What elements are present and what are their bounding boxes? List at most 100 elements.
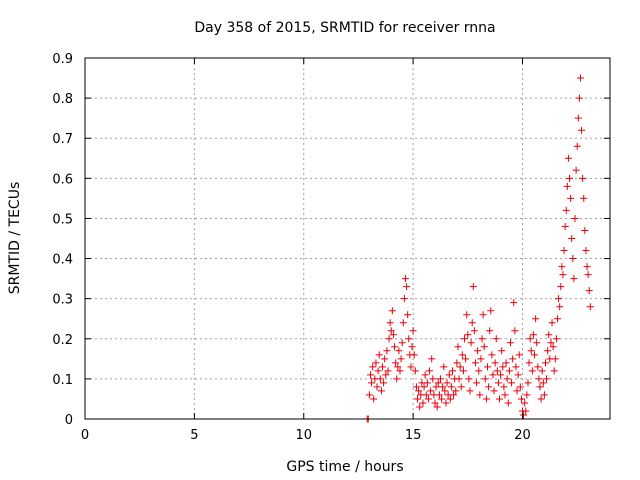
data-point xyxy=(432,383,440,391)
data-point xyxy=(574,114,582,122)
x-axis-label: GPS time / hours xyxy=(286,459,403,475)
data-point xyxy=(423,379,431,387)
data-point xyxy=(412,383,420,391)
data-point xyxy=(372,359,380,367)
data-point xyxy=(500,383,508,391)
data-point xyxy=(557,283,565,291)
data-point xyxy=(410,351,418,359)
data-point xyxy=(499,363,507,371)
data-point xyxy=(509,355,517,363)
data-point xyxy=(439,383,447,391)
data-point xyxy=(375,351,383,359)
y-tick-label: 0 xyxy=(65,413,73,428)
data-point xyxy=(465,375,473,383)
data-point xyxy=(552,335,560,343)
data-point xyxy=(572,166,580,174)
data-point xyxy=(585,287,593,295)
data-point xyxy=(487,307,495,315)
data-point xyxy=(446,395,454,403)
data-point xyxy=(549,343,557,351)
data-point xyxy=(379,363,386,371)
data-point xyxy=(391,343,399,351)
data-point xyxy=(555,295,563,303)
y-tick-label: 0.6 xyxy=(52,172,73,187)
data-point xyxy=(366,371,374,379)
data-point xyxy=(538,367,546,375)
data-point xyxy=(541,359,549,367)
data-point xyxy=(398,339,406,347)
data-point xyxy=(411,367,419,375)
y-tick-labels: 0 0.1 0.2 0.3 0.4 0.5 0.6 0.7 0.8 0.9 xyxy=(52,52,73,428)
data-point xyxy=(520,411,528,419)
data-point xyxy=(414,395,421,403)
grid-lines xyxy=(85,58,610,419)
data-point xyxy=(521,399,529,407)
data-point xyxy=(579,174,587,182)
data-point xyxy=(382,371,390,379)
data-point xyxy=(394,363,402,371)
data-point xyxy=(569,255,577,263)
data-point xyxy=(441,387,449,395)
data-point xyxy=(547,339,555,347)
data-point xyxy=(527,347,535,355)
data-point xyxy=(510,299,518,307)
data-point xyxy=(563,182,571,190)
data-point xyxy=(476,391,484,399)
data-point xyxy=(426,367,434,375)
data-point xyxy=(458,351,466,359)
data-point xyxy=(561,222,569,230)
data-point xyxy=(436,375,444,383)
data-point xyxy=(488,351,496,359)
data-point xyxy=(564,154,572,162)
data-point xyxy=(531,351,539,359)
data-point xyxy=(443,379,451,387)
data-point xyxy=(385,335,393,343)
data-point xyxy=(473,379,481,387)
data-point xyxy=(388,307,396,315)
data-point xyxy=(532,315,540,323)
data-point xyxy=(515,351,523,359)
data-point xyxy=(438,395,446,403)
data-point xyxy=(369,363,377,371)
data-point xyxy=(447,383,455,391)
data-point xyxy=(459,367,467,375)
data-point xyxy=(384,367,392,375)
data-point xyxy=(455,375,463,383)
data-point xyxy=(457,383,465,391)
data-point xyxy=(540,391,548,399)
data-point xyxy=(494,379,502,387)
data-point xyxy=(429,375,437,383)
data-point xyxy=(467,339,475,347)
data-point xyxy=(485,383,493,391)
data-point xyxy=(503,375,511,383)
data-point xyxy=(551,355,559,363)
data-point xyxy=(513,387,521,395)
x-tick-label: 10 xyxy=(295,428,312,443)
data-point xyxy=(386,319,394,327)
data-points xyxy=(363,74,594,423)
data-point xyxy=(481,375,489,383)
data-point xyxy=(373,383,381,391)
data-point xyxy=(392,359,400,367)
data-point xyxy=(526,335,534,343)
y-tick-label: 0.2 xyxy=(52,333,73,348)
plot-frame xyxy=(84,57,611,420)
data-point xyxy=(409,327,417,335)
data-point xyxy=(533,339,541,347)
data-point xyxy=(427,387,435,395)
data-point xyxy=(466,387,474,395)
x-tick-labels: 0 5 10 15 20 xyxy=(81,428,531,443)
data-point xyxy=(501,391,509,399)
data-point xyxy=(571,214,579,222)
data-point xyxy=(374,367,382,375)
data-point xyxy=(562,206,570,214)
data-point xyxy=(454,343,462,351)
data-point xyxy=(400,295,408,303)
data-point xyxy=(404,311,412,319)
data-point xyxy=(545,331,553,339)
data-point xyxy=(573,142,581,150)
data-point xyxy=(497,371,505,379)
data-point xyxy=(440,363,448,371)
data-point xyxy=(486,327,494,335)
